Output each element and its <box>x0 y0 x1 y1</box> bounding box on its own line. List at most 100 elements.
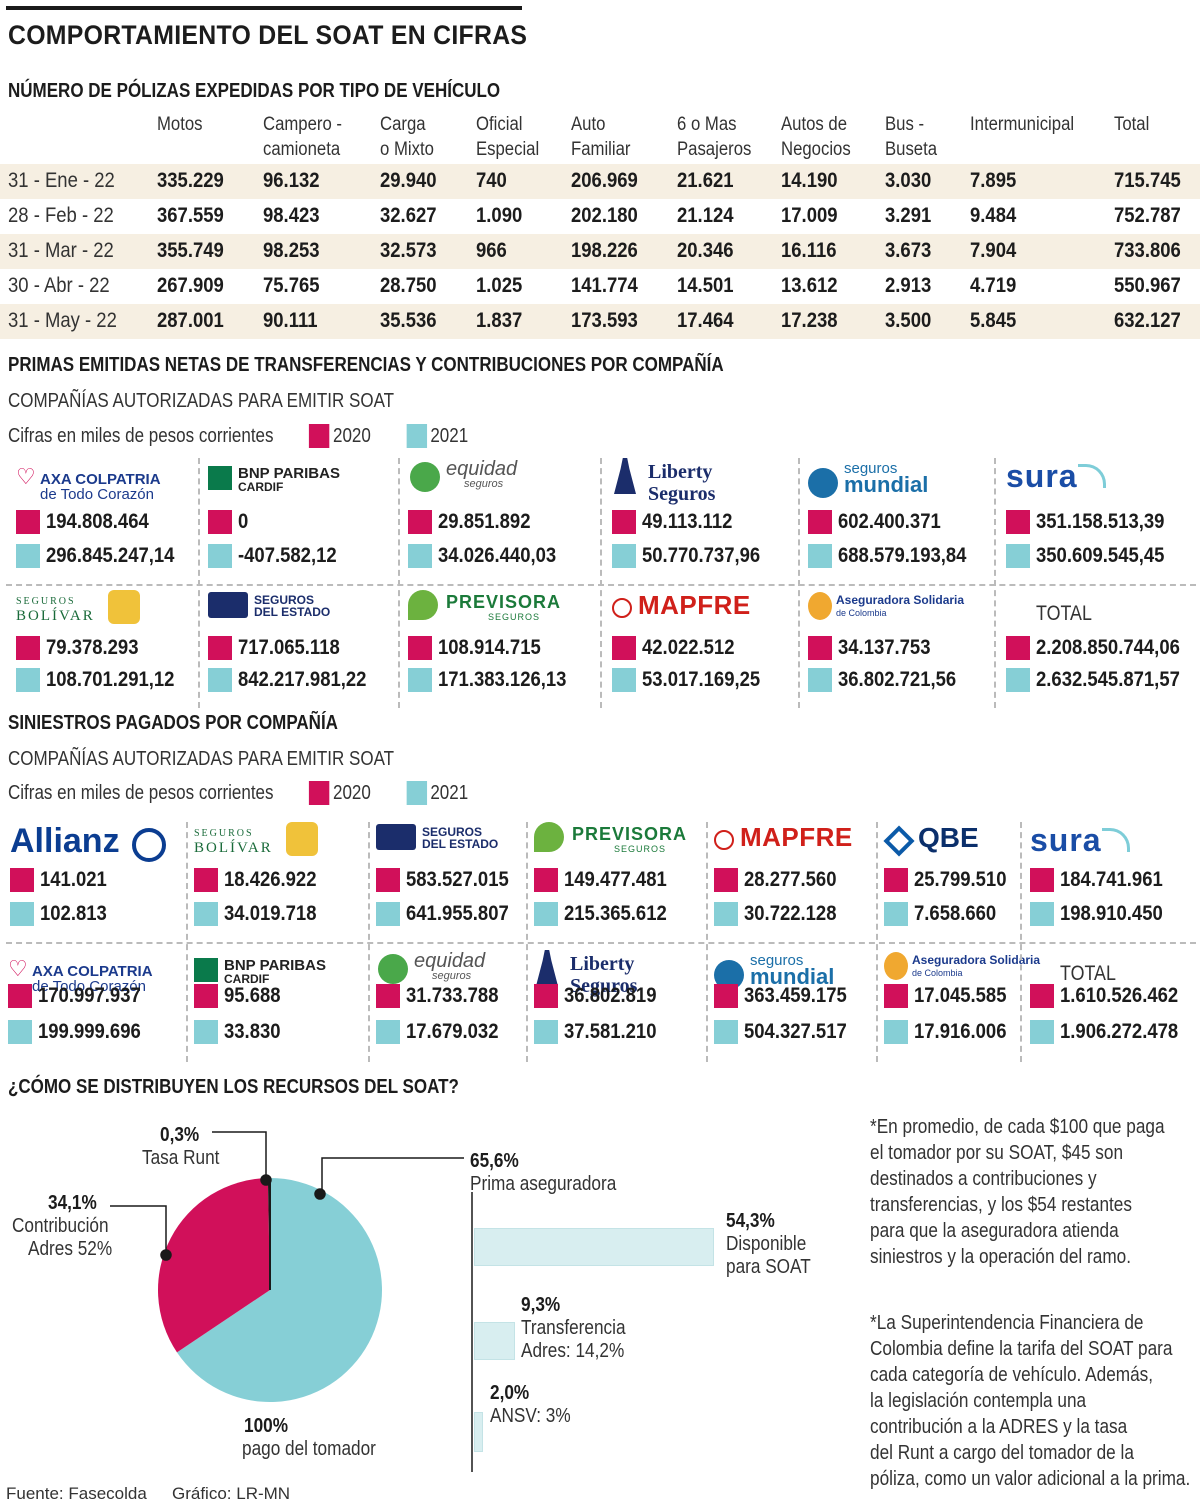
bolivar-logo-text2: BOLÍVAR <box>16 608 95 624</box>
heart-icon: ♡ <box>16 464 36 489</box>
bolivar-emblem-icon <box>108 590 140 624</box>
value-2021-row: 17.679.032 <box>376 1020 511 1044</box>
primas-legend: Cifras en miles de pesos corrientes 2020… <box>8 424 468 448</box>
previsora-leaf-icon <box>408 590 438 620</box>
table-cell: 17.009 <box>781 204 838 227</box>
value-2020: 17.045.585 <box>914 984 1007 1007</box>
company-block: SEGUROS BOLÍVAR 79.378.293 108.701.291,12 <box>16 590 191 710</box>
bolivar-logo-text: SEGUROS <box>194 828 254 839</box>
total-label: pago del tomador <box>242 1438 376 1460</box>
swatch-2020 <box>208 636 232 660</box>
siniestros-legend: Cifras en miles de pesos corrientes 2020… <box>8 781 468 805</box>
swatch-2020 <box>408 510 432 534</box>
mapfre-icon <box>714 830 734 850</box>
page-title: COMPORTAMIENTO DEL SOAT EN CIFRAS <box>8 20 528 50</box>
company-block: Liberty Seguros 36.802.819 37.581.210 <box>534 950 709 1070</box>
table-cell-date: 30 - Abr - 22 <box>8 274 110 297</box>
primas-subtitle: COMPAÑÍAS AUTORIZADAS PARA EMITIR SOAT <box>8 390 395 412</box>
value-2020: 194.808.464 <box>46 510 149 533</box>
table-row: 30 - Abr - 22 267.909 75.765 28.750 1.025 141… <box>0 269 1200 304</box>
swatch-2021 <box>714 1020 738 1044</box>
swatch-2020 <box>808 510 832 534</box>
lamp-icon <box>208 592 248 618</box>
table-header-line: Familiar <box>571 139 631 160</box>
legend-label-2021: 2021 <box>430 424 469 447</box>
value-2020-row: 170.997.937 <box>8 984 155 1008</box>
axa-logo-text2: de Todo Corazón <box>32 978 146 995</box>
table-cell: 3.673 <box>885 239 932 262</box>
value-2020: 170.997.937 <box>38 984 141 1007</box>
table-cell: 632.127 <box>1114 309 1181 332</box>
table-cell: 740 <box>476 169 507 192</box>
value-2021-row: 504.327.517 <box>714 1020 861 1044</box>
value-2020-row: 583.527.015 <box>376 868 523 892</box>
swatch-2020 <box>408 636 432 660</box>
total-label: TOTAL <box>1060 962 1116 985</box>
footer-source: Fuente: Fasecolda <box>6 1484 147 1503</box>
table-cell: 17.464 <box>677 309 734 332</box>
solidaria-emblem-icon <box>884 952 908 980</box>
note-2: *La Superintendencia Financiera de Colomb… <box>870 1310 1190 1492</box>
solidaria-logo-text: Aseguradora Solidaria <box>836 593 965 607</box>
note-line: para que la aseguradora atienda <box>870 1220 1119 1242</box>
company-block: sura 351.158.513,39 350.609.545,45 <box>1006 458 1181 578</box>
swatch-2021 <box>16 668 40 692</box>
note-line: transferencias, y los $54 restantes <box>870 1194 1132 1216</box>
value-2021-row: 199.999.696 <box>8 1020 155 1044</box>
note-line: cada categoría de vehículo. Además, <box>870 1364 1154 1386</box>
value-2020-row: 34.137.753 <box>808 636 943 660</box>
legend-swatch-2021 <box>406 424 427 448</box>
company-block: Liberty Seguros 49.113.112 50.770.737,96 <box>612 458 787 578</box>
value-2020-row: 602.400.371 <box>808 510 955 534</box>
table-cell: 98.423 <box>263 204 320 227</box>
table-header-line: Autos de <box>781 114 847 135</box>
pie-slice <box>158 1178 270 1353</box>
table-header-8: Intermunicipal <box>970 112 1074 137</box>
value-2020-row: 108.914.715 <box>408 636 555 660</box>
table-cell: 32.627 <box>380 204 437 227</box>
bolivar-logo-text: SEGUROS <box>16 596 76 607</box>
allianz-logo-text: Allianz <box>10 822 120 860</box>
value-2021: 34.026.440,03 <box>438 544 557 567</box>
table-header-line: camioneta <box>263 139 341 160</box>
bar-pct: 2,0% <box>490 1382 530 1404</box>
total-pct: 100% <box>244 1415 288 1437</box>
distribution-bar <box>474 1228 714 1266</box>
value-2021-row: 688.579.193,84 <box>808 544 984 568</box>
table-header-line: Campero - <box>263 114 342 135</box>
note-line: siniestros y la operación del ramo. <box>870 1246 1131 1268</box>
previsora-leaf-icon <box>534 822 564 852</box>
table-header-line: 6 o Mas <box>677 114 737 135</box>
swatch-2021 <box>884 1020 908 1044</box>
company-block: TOTAL 2.208.850.744,06 2.632.545.871,57 <box>1006 590 1181 710</box>
note-line: *En promedio, de cada $100 que paga <box>870 1116 1165 1138</box>
value-2021: 33.830 <box>224 1020 281 1043</box>
table-header-line: Especial <box>476 139 540 160</box>
primas-title: PRIMAS EMITIDAS NETAS DE TRANSFERENCIAS … <box>8 354 724 376</box>
company-block: MAPFRE 42.022.512 53.017.169,25 <box>612 590 787 710</box>
value-2020: 2.208.850.744,06 <box>1036 636 1180 659</box>
value-2020: 18.426.922 <box>224 868 317 891</box>
value-2020-row: 17.045.585 <box>884 984 1019 1008</box>
swatch-2020 <box>808 636 832 660</box>
statue-of-liberty-icon <box>614 458 636 494</box>
note-line: Colombia define la tarifa del SOAT para <box>870 1338 1173 1360</box>
value-2021-row: 36.802.721,56 <box>808 668 972 692</box>
value-2020: 95.688 <box>224 984 281 1007</box>
table-cell: 202.180 <box>571 204 638 227</box>
table-cell: 20.346 <box>677 239 734 262</box>
value-2020-row: 149.477.481 <box>534 868 681 892</box>
value-2021: 36.802.721,56 <box>838 668 957 691</box>
swatch-2020 <box>884 868 908 892</box>
value-2021-row: 17.916.006 <box>884 1020 1019 1044</box>
table-cell: 267.909 <box>157 274 224 297</box>
table-cell: 198.226 <box>571 239 638 262</box>
value-2021: 17.679.032 <box>406 1020 499 1043</box>
swatch-2021 <box>194 1020 218 1044</box>
value-2021-row: 50.770.737,96 <box>612 544 776 568</box>
table-cell: 3.291 <box>885 204 932 227</box>
table-cell: 14.501 <box>677 274 734 297</box>
value-2021-row: 53.017.169,25 <box>612 668 776 692</box>
section-divider <box>6 942 1196 944</box>
statue-of-liberty-icon <box>536 950 558 986</box>
